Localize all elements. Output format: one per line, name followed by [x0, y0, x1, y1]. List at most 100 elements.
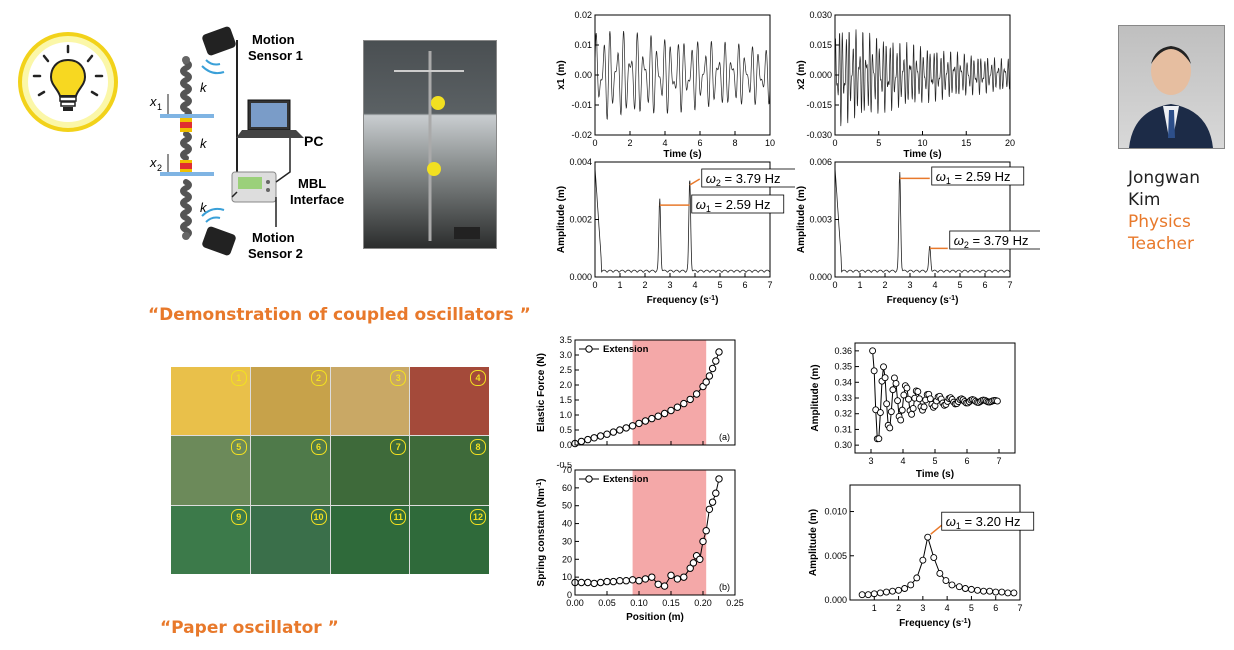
y-tick-label: 0.000	[569, 272, 592, 282]
data-point	[680, 399, 688, 408]
paper-oscillator-photo: 1 2 3 4 5 6 7 8 9 10 11 12	[171, 367, 489, 574]
lab-setup-photo	[363, 40, 497, 249]
setup-diagram: x 1 x 2 k k k	[140, 22, 350, 262]
x-tick-label: 2	[642, 280, 647, 290]
y-axis-label: Amplitude (m)	[556, 186, 567, 253]
data-point	[628, 422, 637, 430]
x-tick-label: 6	[964, 456, 969, 466]
paper-photo-cell: 6	[250, 436, 330, 505]
x-axis-label: Time (s)	[663, 149, 701, 160]
data-point	[907, 581, 915, 589]
annotation-arrow	[689, 178, 701, 186]
paper-photo-cell: 11	[330, 505, 410, 574]
y-tick-label: 1.5	[559, 395, 572, 405]
spectrum-line	[594, 167, 771, 274]
annotation-box	[701, 168, 795, 188]
y-tick-label: 30	[562, 536, 572, 546]
pc-label: PC	[304, 133, 323, 149]
data-point	[998, 588, 1006, 596]
data-point	[894, 397, 902, 405]
data-point	[967, 585, 975, 593]
data-point	[909, 404, 917, 412]
annotation-box	[941, 511, 1035, 531]
chart-x1-time: 0 2 4 6 8 10 -0.02 -0.01 0.00 0.01 0.02 x1 (m) Time …	[556, 10, 775, 160]
y-tick-label: 0.01	[574, 40, 592, 50]
data-point	[641, 575, 650, 583]
teacher-first-name: Jongwan	[1128, 168, 1201, 188]
annotation-text: ω2 = 3.79 Hz	[954, 233, 1029, 250]
x-tick-label: 0.15	[662, 598, 680, 608]
x-tick-label: 1	[872, 603, 877, 613]
y-tick-label: 3.0	[559, 350, 572, 360]
y-tick-label: -0.01	[571, 100, 592, 110]
data-point	[673, 575, 682, 583]
x2-sub: 2	[157, 163, 162, 173]
data-point	[641, 417, 650, 425]
chart-x2-time: 0 5 10 15 20 -0.030 -0.015 0.000 0.015 0.030 x2 (m…	[796, 10, 1015, 160]
x-tick-label: 1	[857, 280, 862, 290]
y-tick-label: 0.5	[559, 425, 572, 435]
x-tick-label: 7	[1007, 280, 1012, 290]
y-axis-label: Spring constant (Nm-1)	[536, 479, 547, 587]
data-point	[858, 591, 866, 599]
teacher-role-2: Teacher	[1128, 234, 1194, 254]
x-axis-label: Position (m)	[626, 612, 684, 623]
y-tick-label: 0.000	[809, 272, 832, 282]
x-tick-label: 15	[961, 138, 971, 148]
paper-photo-number: 9	[230, 508, 247, 525]
data-point	[876, 409, 884, 417]
data-point	[654, 412, 662, 420]
data-point	[628, 576, 637, 584]
data-point	[584, 435, 592, 444]
x-tick-label: 8	[732, 138, 737, 148]
y-tick-label: 0.00	[574, 70, 592, 80]
data-point	[1010, 589, 1018, 597]
mbl-interface-icon	[231, 171, 277, 203]
chart-spectrum-2: 0 1 2 3 4 5 6 7 0.000 0.003 0.006 Amplitude (m) Freq…	[796, 157, 1040, 306]
data-point	[699, 537, 707, 546]
data-point	[596, 432, 605, 440]
annotation-text: ω2 = 3.79 Hz	[706, 171, 781, 188]
y-axis-label: x2 (m)	[796, 60, 807, 89]
paper-photo-number: 5	[230, 439, 247, 456]
data-point	[712, 357, 720, 365]
x-axis-label: Time (s)	[916, 469, 954, 480]
y-axis-label: Elastic Force (N)	[536, 353, 547, 432]
annotation-box	[949, 230, 1040, 250]
y-tick-label: 0.36	[834, 346, 852, 356]
y-tick-label: 0.000	[824, 595, 847, 605]
x-tick-label: 10	[765, 138, 775, 148]
data-point	[926, 395, 934, 403]
y-tick-label: 1.0	[559, 410, 572, 420]
data-point	[895, 586, 903, 594]
data-point	[603, 430, 611, 438]
y-tick-label: 0.002	[569, 215, 592, 225]
y-tick-label: 2.0	[559, 380, 572, 390]
y-tick-label: 3.5	[559, 335, 572, 345]
x2-label: x	[149, 155, 157, 170]
data-point	[708, 364, 717, 373]
x-tick-label: 0.25	[726, 598, 744, 608]
panel-label: (a)	[719, 432, 730, 442]
data-point	[705, 372, 714, 380]
y-tick-label: 0.003	[809, 215, 832, 225]
paper-photo-cell: 1	[171, 367, 250, 436]
data-point	[864, 591, 872, 599]
paper-photo-number: 4	[470, 370, 486, 386]
teacher-photo	[1118, 25, 1225, 149]
data-point	[712, 489, 720, 497]
x-tick-label: 10	[917, 138, 927, 148]
x-tick-label: 3	[907, 280, 912, 290]
x-tick-label: 0.10	[630, 598, 648, 608]
data-point	[622, 424, 630, 432]
y-tick-label: 50	[562, 501, 572, 511]
y-tick-label: 2.5	[559, 365, 572, 375]
data-point	[913, 574, 921, 582]
data-point	[876, 589, 884, 597]
laptop-icon	[236, 99, 304, 138]
paper-photo-number: 11	[390, 508, 407, 525]
x-tick-label: 2	[882, 280, 887, 290]
data-point	[616, 577, 624, 585]
y-tick-label: 0.015	[809, 40, 832, 50]
x-tick-label: 6	[982, 280, 987, 290]
